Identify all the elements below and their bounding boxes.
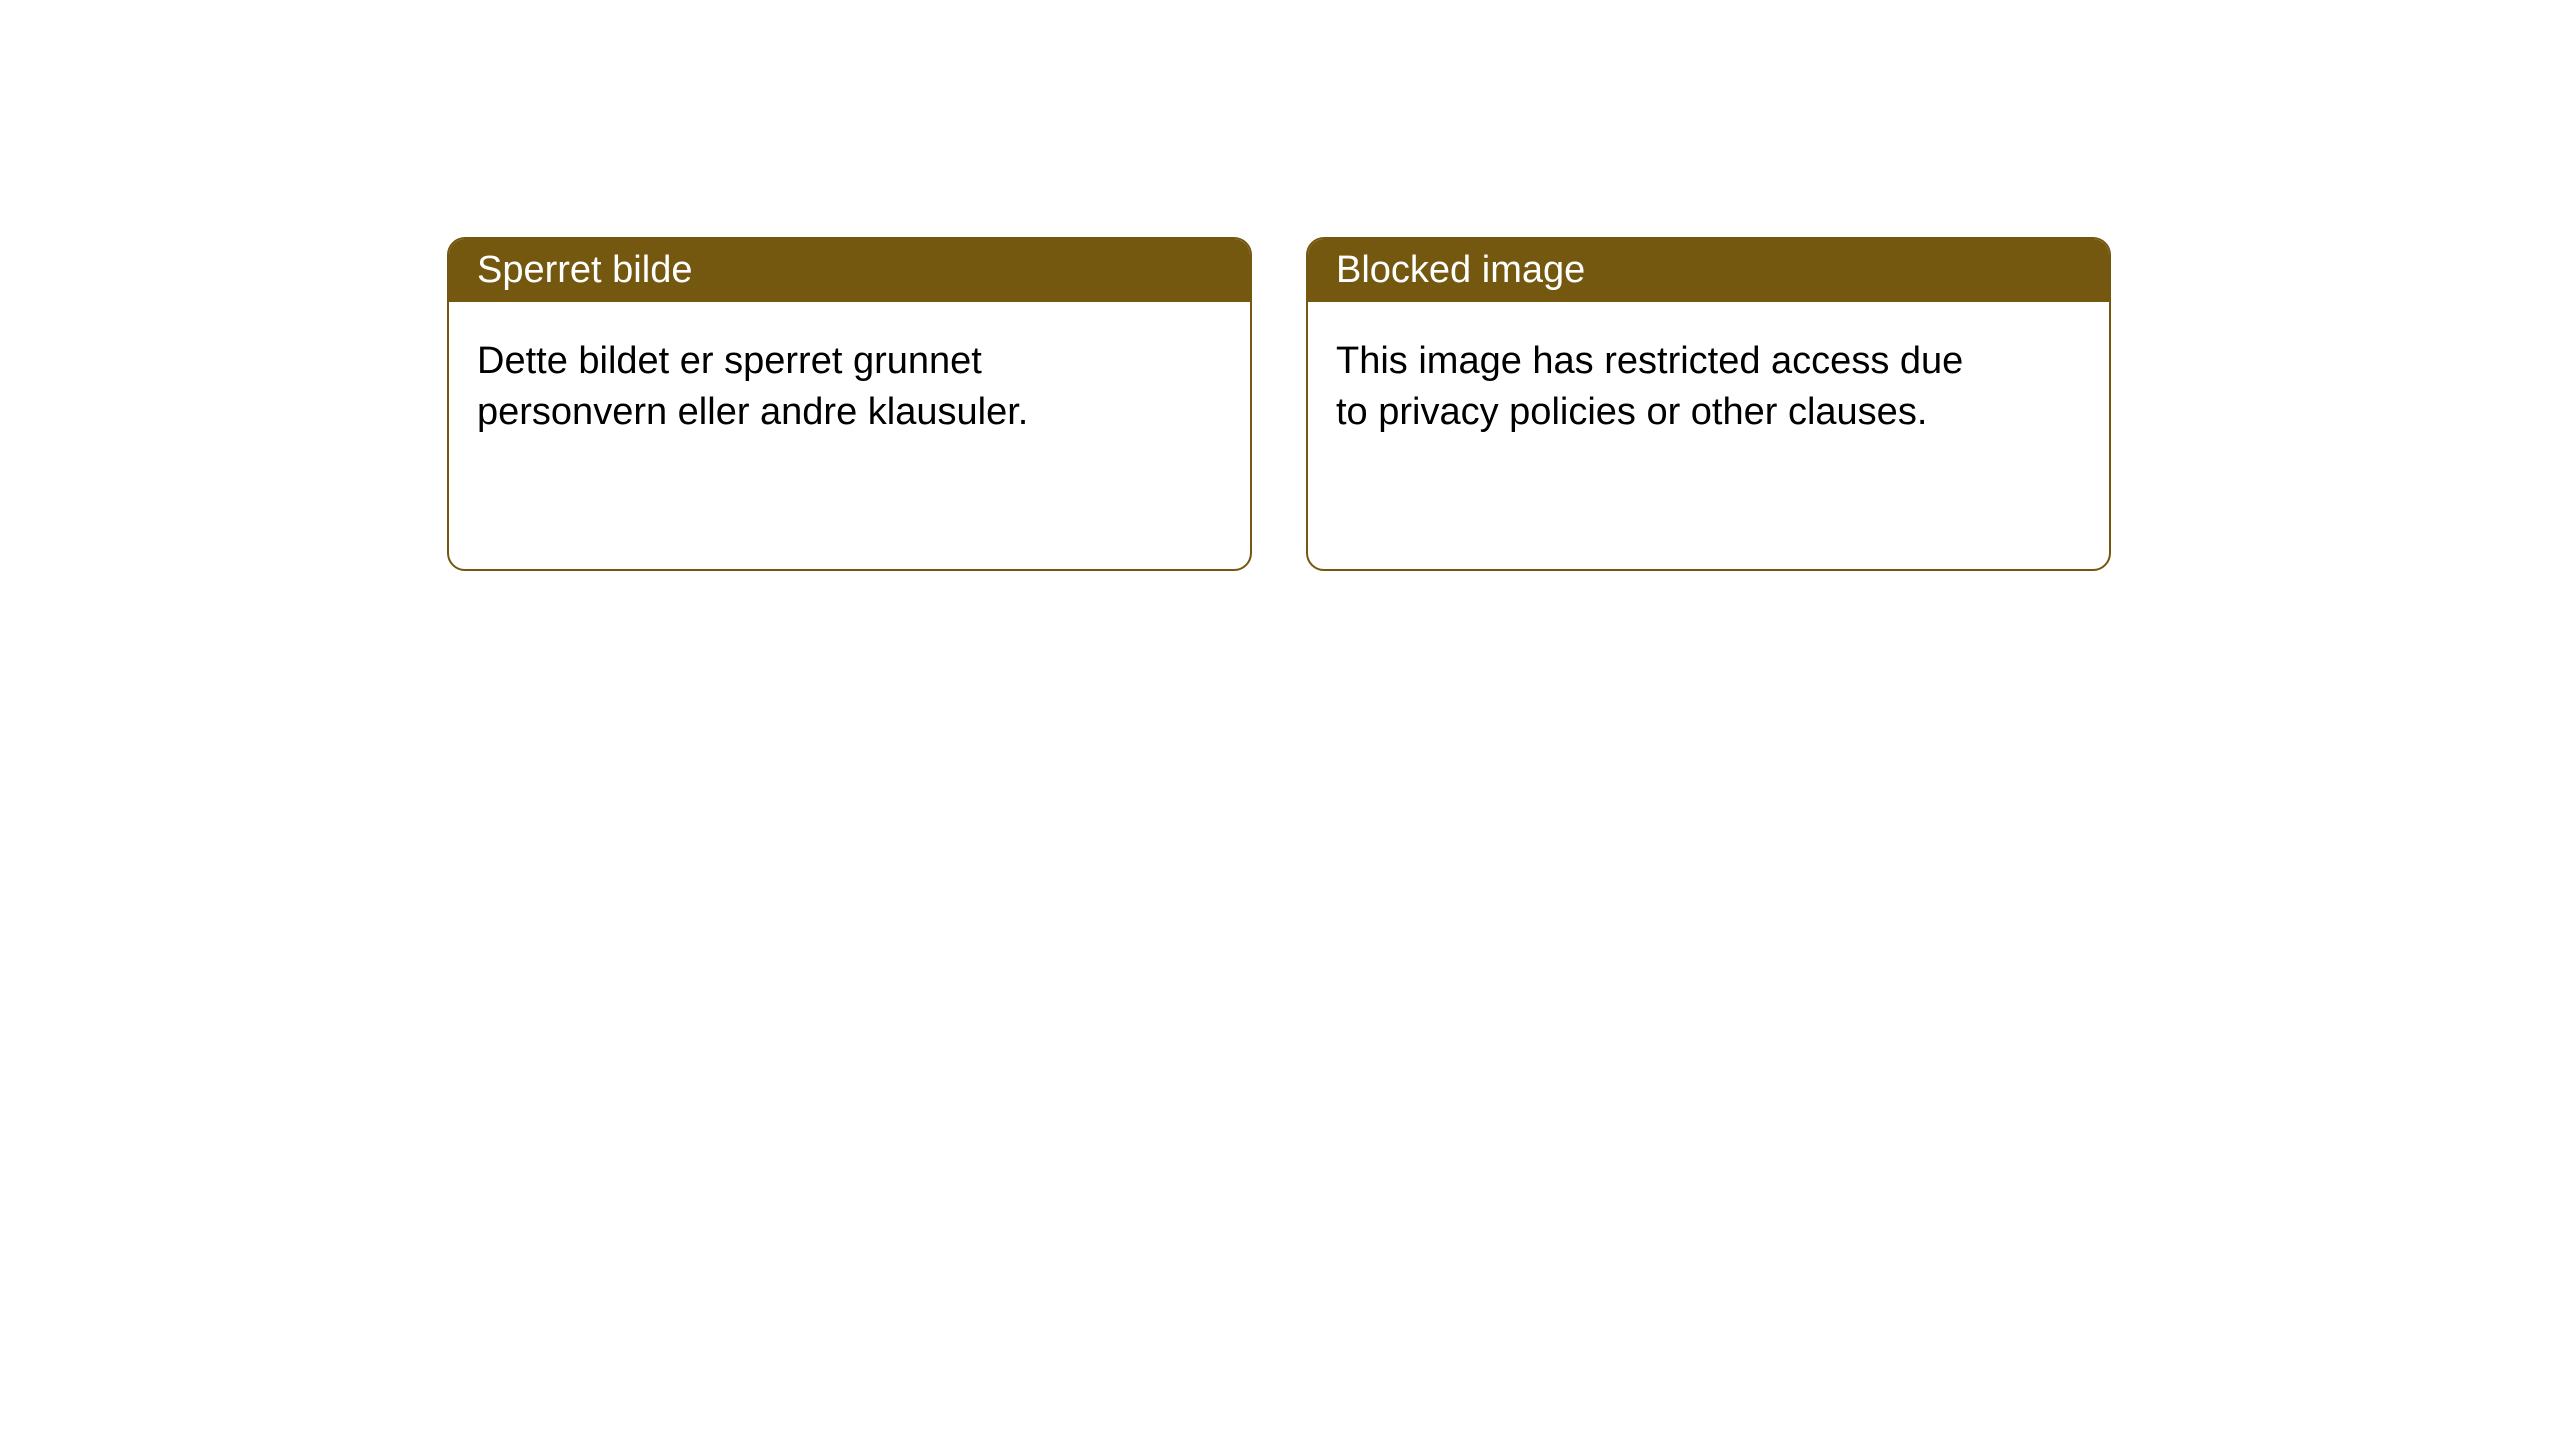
notice-cards-container: Sperret bilde Dette bildet er sperret gr… — [0, 0, 2560, 571]
card-header: Sperret bilde — [449, 239, 1250, 302]
card-header: Blocked image — [1308, 239, 2109, 302]
blocked-image-card-en: Blocked image This image has restricted … — [1306, 237, 2111, 571]
blocked-image-card-no: Sperret bilde Dette bildet er sperret gr… — [447, 237, 1252, 571]
card-body: Dette bildet er sperret grunnet personve… — [449, 302, 1149, 473]
card-body: This image has restricted access due to … — [1308, 302, 2008, 473]
